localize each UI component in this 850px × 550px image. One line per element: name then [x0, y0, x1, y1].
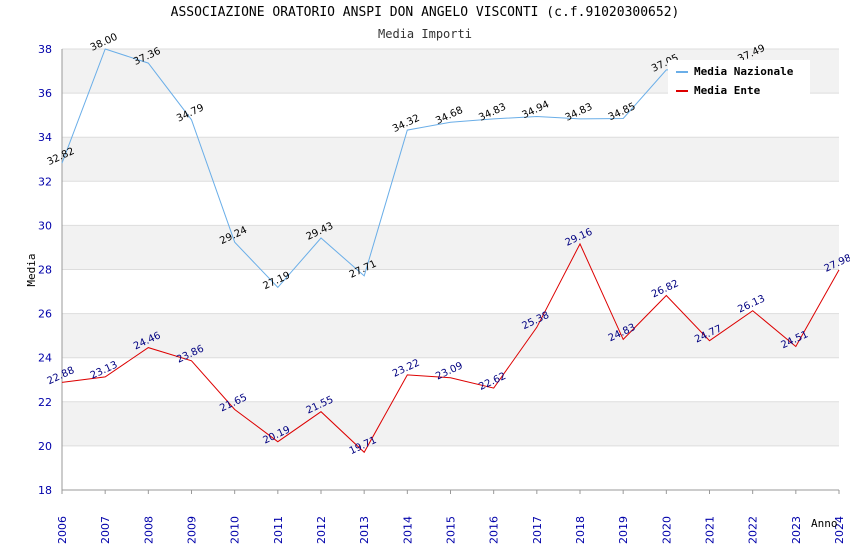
y-tick-label: 36 [38, 87, 52, 100]
grid-band [62, 401, 839, 446]
x-tick-label: 2012 [315, 516, 328, 544]
x-tick-label: 2007 [99, 516, 112, 544]
x-tick-label: 2006 [56, 516, 69, 544]
chart-subtitle: Media Importi [378, 27, 472, 41]
x-tick-label: 2022 [747, 516, 760, 544]
grid-band [62, 313, 839, 358]
x-tick-label: 2008 [142, 516, 155, 544]
x-tick-label: 2010 [229, 516, 242, 544]
series-lines [61, 48, 840, 454]
chart-title: ASSOCIAZIONE ORATORIO ANSPI DON ANGELO V… [170, 5, 680, 20]
x-axis-label: Anno [811, 517, 838, 530]
y-tick-label: 26 [38, 308, 52, 321]
y-tick-label: 22 [38, 396, 52, 409]
x-tick-label: 2018 [574, 516, 587, 544]
grid-band [62, 181, 839, 226]
legend: Media Nazionale Media Ente [668, 60, 810, 97]
series-line-media-nazionale [61, 48, 753, 289]
y-tick-label: 20 [38, 440, 52, 453]
x-tick-label: 2019 [617, 516, 630, 544]
grid-band [62, 357, 839, 402]
x-tick-label: 2024 [833, 516, 846, 544]
legend-label-ente: Media Ente [694, 84, 761, 97]
y-tick-label: 38 [38, 43, 52, 56]
x-tick-label: 2009 [186, 516, 199, 544]
y-tick-label: 24 [38, 352, 52, 365]
grid-band [62, 269, 839, 314]
y-tick-label: 18 [38, 484, 52, 497]
x-tick-label: 2014 [401, 516, 414, 544]
y-tick-label: 34 [38, 131, 52, 144]
y-axis-label: Media [25, 253, 38, 286]
grid-band [62, 225, 839, 270]
axes [61, 49, 840, 494]
x-tick-label: 2023 [790, 516, 803, 544]
grid-band [62, 93, 839, 138]
x-tick-labels: 2006 2007 2008 2009 2010 2011 2012 2013 2014 2015… [56, 516, 846, 544]
grid-band [62, 445, 839, 490]
y-tick-label: 30 [38, 219, 52, 232]
series-line-media-ente [61, 242, 840, 454]
legend-label-nazionale: Media Nazionale [694, 65, 794, 78]
x-tick-label: 2020 [660, 516, 673, 544]
x-tick-label: 2015 [445, 516, 458, 544]
grid-bands [62, 49, 839, 490]
x-tick-label: 2016 [488, 516, 501, 544]
y-tick-label: 32 [38, 175, 52, 188]
x-tick-label: 2017 [531, 516, 544, 544]
x-tick-label: 2013 [358, 516, 371, 544]
y-tick-labels: 18 20 22 24 26 28 30 32 34 36 38 [38, 43, 52, 497]
x-tick-label: 2021 [704, 516, 717, 544]
grid-band [62, 137, 839, 182]
y-tick-label: 28 [38, 264, 52, 277]
x-tick-label: 2011 [272, 516, 285, 544]
legend-box [668, 60, 810, 96]
